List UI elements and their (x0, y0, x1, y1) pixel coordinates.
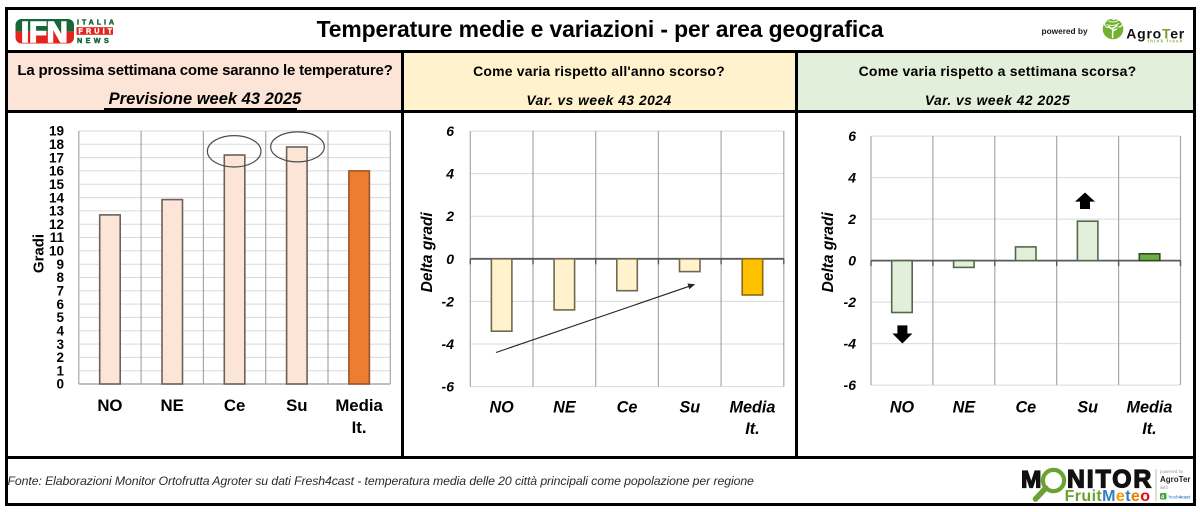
svg-text:5: 5 (56, 310, 64, 325)
svg-text:18: 18 (49, 137, 65, 152)
svg-text:7: 7 (56, 284, 64, 299)
svg-text:NO: NO (97, 396, 122, 415)
svg-text:Su: Su (286, 396, 307, 415)
svg-text:NE: NE (161, 396, 184, 415)
svg-text:-6: -6 (844, 377, 857, 393)
svg-text:8: 8 (56, 270, 64, 285)
svg-text:-2: -2 (442, 293, 455, 309)
svg-text:NO: NO (489, 399, 514, 417)
svg-text:Ce: Ce (1015, 399, 1036, 417)
svg-text:Ce: Ce (617, 399, 638, 417)
svg-text:ITALIA: ITALIA (77, 18, 117, 27)
svg-text:-4: -4 (844, 336, 857, 352)
svg-text:14: 14 (49, 190, 65, 205)
svg-text:2: 2 (847, 211, 856, 227)
svg-text:4: 4 (1161, 495, 1165, 501)
svg-text:NITOR: NITOR (1067, 467, 1153, 494)
svg-text:2: 2 (56, 350, 64, 365)
svg-text:Gradi: Gradi (30, 234, 47, 273)
svg-text:4: 4 (56, 323, 64, 338)
svg-text:-4: -4 (442, 336, 455, 352)
svg-text:NE: NE (553, 399, 577, 417)
svg-text:6: 6 (446, 123, 454, 139)
svg-text:6: 6 (56, 297, 64, 312)
svg-text:M: M (1021, 467, 1040, 494)
svg-text:4: 4 (847, 170, 856, 186)
svg-text:AgroTer: AgroTer (1126, 26, 1185, 42)
svg-text:Su: Su (679, 399, 700, 417)
svg-text:19: 19 (49, 124, 64, 139)
svg-text:11: 11 (50, 230, 65, 245)
svg-text:FruitMeteo: FruitMeteo (1065, 488, 1151, 505)
svg-text:Delta gradi: Delta gradi (419, 212, 436, 293)
svg-text:FRUIT: FRUIT (79, 26, 116, 35)
svg-text:17: 17 (49, 150, 64, 165)
svg-text:with: with (1160, 485, 1168, 490)
svg-text:fresh4cast: fresh4cast (1169, 495, 1191, 500)
svg-text:6: 6 (848, 128, 856, 144)
svg-text:-2: -2 (844, 294, 857, 310)
svg-text:Su: Su (1077, 399, 1098, 417)
svg-text:0: 0 (848, 253, 856, 269)
svg-text:2: 2 (445, 208, 454, 224)
svg-text:powered by: powered by (1160, 469, 1184, 474)
svg-text:IFN: IFN (21, 17, 68, 49)
svg-text:It.: It. (745, 420, 759, 438)
svg-text:Ce: Ce (224, 396, 245, 415)
svg-text:NE: NE (953, 399, 977, 417)
svg-text:1: 1 (56, 363, 64, 378)
svg-text:4: 4 (445, 166, 454, 182)
svg-text:15: 15 (49, 177, 65, 192)
svg-text:16: 16 (49, 164, 65, 179)
svg-text:12: 12 (49, 217, 64, 232)
svg-text:Delta gradi: Delta gradi (820, 212, 837, 293)
svg-text:Media: Media (730, 399, 776, 417)
svg-text:It.: It. (1142, 420, 1156, 438)
svg-text:think fresh: think fresh (1148, 39, 1184, 44)
svg-text:It.: It. (352, 418, 367, 437)
svg-text:10: 10 (49, 244, 64, 259)
svg-text:Media: Media (335, 396, 383, 415)
svg-text:powered by: powered by (1042, 26, 1088, 36)
svg-text:AgroTer: AgroTer (1160, 475, 1191, 484)
svg-text:NEWS: NEWS (77, 36, 112, 45)
svg-text:0: 0 (446, 251, 454, 267)
svg-text:13: 13 (49, 204, 65, 219)
svg-text:NO: NO (890, 399, 915, 417)
svg-text:0: 0 (56, 377, 64, 392)
svg-text:-6: -6 (442, 379, 455, 395)
svg-text:Media: Media (1127, 399, 1173, 417)
svg-text:3: 3 (56, 337, 64, 352)
svg-text:9: 9 (56, 257, 64, 272)
